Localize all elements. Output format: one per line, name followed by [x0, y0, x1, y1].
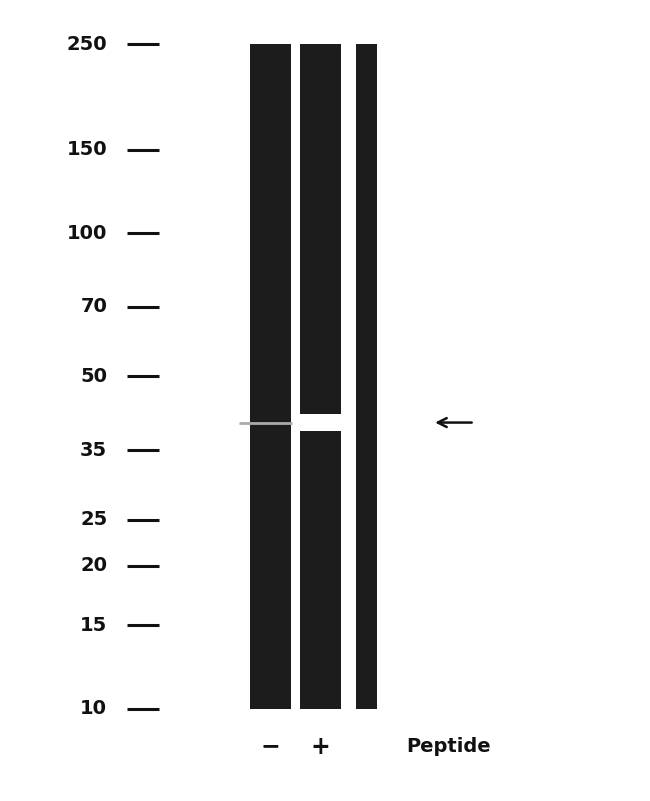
Text: 150: 150	[66, 140, 107, 159]
Text: 50: 50	[80, 367, 107, 386]
Bar	[250, 44, 291, 709]
Text: +: +	[311, 735, 330, 759]
Text: 10: 10	[80, 699, 107, 718]
Bar	[356, 44, 377, 709]
Text: 20: 20	[80, 556, 107, 575]
Text: 25: 25	[80, 510, 107, 529]
Text: 15: 15	[80, 616, 107, 634]
Text: 100: 100	[67, 223, 107, 243]
Text: Peptide: Peptide	[406, 737, 491, 756]
Bar	[300, 414, 341, 432]
Text: 250: 250	[66, 34, 107, 54]
Text: 35: 35	[80, 441, 107, 460]
Text: 70: 70	[81, 297, 107, 316]
Bar	[300, 44, 341, 709]
Text: −: −	[261, 735, 280, 759]
